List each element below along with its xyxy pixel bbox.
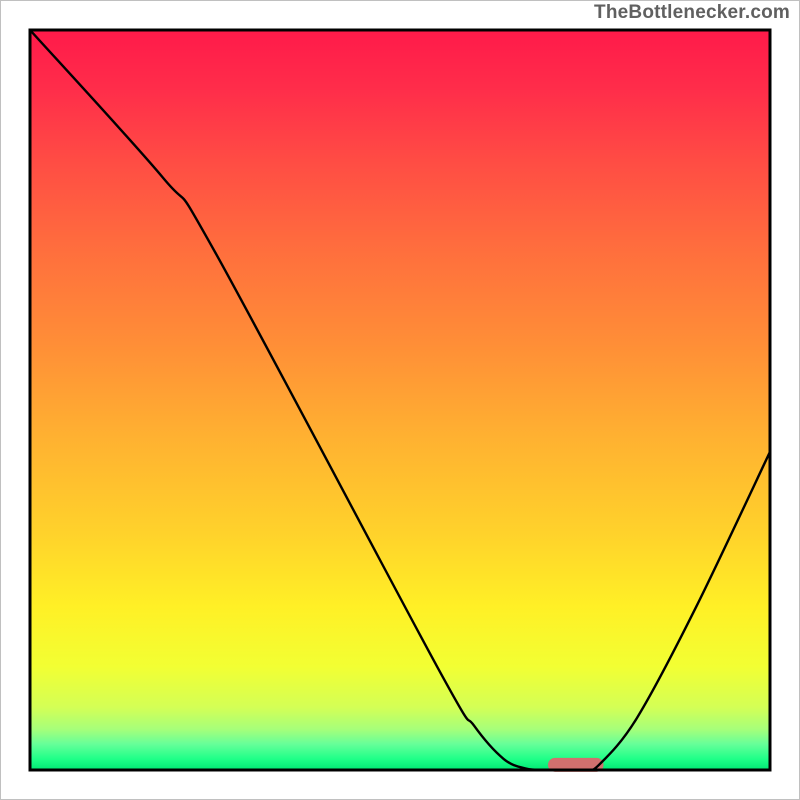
bottleneck-chart (0, 0, 800, 800)
plot-background (30, 30, 770, 770)
watermark-text: TheBottlenecker.com (594, 2, 790, 24)
stage: TheBottlenecker.com (0, 0, 800, 800)
